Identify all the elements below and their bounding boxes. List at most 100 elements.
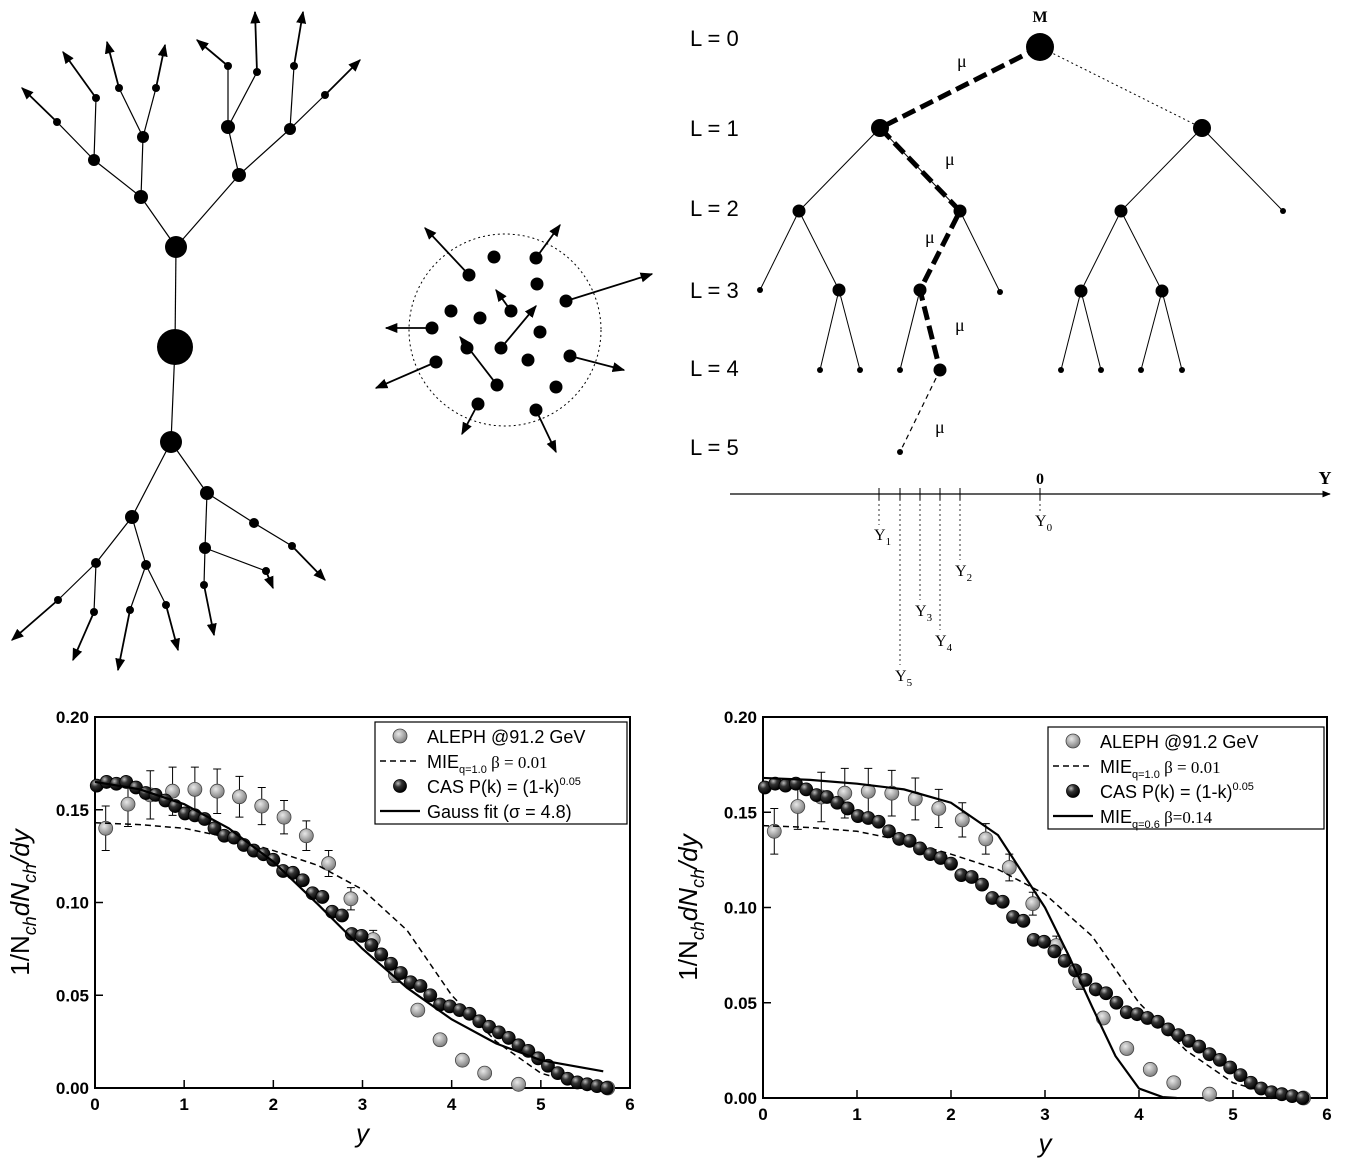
- data-point: [944, 856, 958, 871]
- curve: [762, 776, 1177, 1100]
- node: [88, 154, 100, 166]
- edge-label: μ: [935, 417, 945, 437]
- data-point: [1099, 986, 1113, 1001]
- legend-swatch: [1066, 784, 1080, 798]
- boundary: [408, 233, 602, 427]
- node: [897, 449, 903, 455]
- y-tick-label: 0.05: [56, 986, 89, 1005]
- arrow: [11, 599, 59, 641]
- node: [134, 190, 148, 204]
- data-point: [432, 1032, 448, 1048]
- data-point: [232, 789, 247, 805]
- node: [460, 341, 474, 355]
- legend-label: MIEq=1.0 β = 0.01: [427, 752, 548, 776]
- edge: [289, 65, 295, 130]
- edge: [1120, 210, 1163, 292]
- node: [487, 250, 501, 264]
- x-tick-label: 3: [358, 1095, 367, 1114]
- legend-name: CAS P(k) = (1-k): [1100, 782, 1233, 802]
- edge: [759, 210, 800, 291]
- node: [253, 68, 261, 76]
- node: [933, 363, 947, 377]
- node: [53, 118, 61, 126]
- edge: [238, 128, 291, 176]
- axis-zero: 0: [1036, 471, 1044, 488]
- data-point: [1233, 1068, 1248, 1083]
- node: [1074, 284, 1088, 298]
- legend-swatch: [393, 779, 407, 793]
- edge: [899, 369, 941, 453]
- node: [1193, 119, 1211, 137]
- node: [1098, 367, 1104, 373]
- legend-box: [1047, 726, 1325, 830]
- node: [429, 355, 443, 369]
- data-point: [790, 799, 806, 814]
- edge: [1080, 210, 1122, 292]
- node: [224, 62, 232, 70]
- data-point: [335, 908, 349, 923]
- data-point: [354, 928, 369, 943]
- data-point: [120, 796, 136, 812]
- node: [165, 236, 187, 258]
- y-label-part: 1/N: [5, 935, 35, 975]
- edge: [56, 121, 95, 161]
- data-point: [975, 877, 989, 892]
- node: [141, 560, 151, 570]
- data-point: [1119, 1041, 1135, 1056]
- x-tick-label: 2: [269, 1095, 278, 1114]
- legend-sup: 0.05: [560, 776, 581, 788]
- node: [249, 518, 259, 528]
- data-point: [209, 783, 225, 799]
- data-point: [511, 1076, 526, 1092]
- node: [1280, 208, 1286, 214]
- node: [997, 289, 1003, 295]
- edge: [1140, 290, 1163, 371]
- node: [91, 558, 101, 568]
- edge: [93, 159, 142, 198]
- level-label: L = 4: [690, 356, 739, 381]
- edge: [879, 127, 961, 212]
- data-point: [295, 873, 310, 888]
- data-point: [1016, 913, 1031, 928]
- node: [1155, 284, 1169, 298]
- legend-label: CAS P(k) = (1-k)0.05: [427, 776, 581, 797]
- mark-base: Y: [915, 603, 927, 620]
- edge: [1201, 127, 1284, 212]
- mark-base: Y: [935, 633, 947, 650]
- legend-name: ALEPH @91.2 GeV: [1100, 732, 1258, 752]
- data-point: [902, 833, 917, 848]
- edge: [227, 71, 258, 128]
- y-tick-label: 0.10: [56, 894, 89, 913]
- mark-label: Y3: [915, 603, 933, 624]
- arrow: [155, 43, 168, 89]
- legend-name: MIE: [427, 752, 459, 772]
- edge: [57, 562, 97, 601]
- node: [913, 283, 927, 297]
- y-tick-label: 0.15: [56, 801, 89, 820]
- node: [529, 251, 543, 265]
- x-tick-label: 5: [536, 1095, 545, 1114]
- x-tick-label: 4: [1134, 1105, 1144, 1124]
- data-point: [964, 870, 979, 884]
- node: [490, 378, 504, 392]
- data-point: [599, 1081, 614, 1095]
- mark-base: Y: [1035, 513, 1047, 530]
- node: [549, 380, 563, 394]
- cascade-path: [875, 44, 1042, 371]
- node: [817, 367, 823, 373]
- legend-rest: β=0.14: [1160, 808, 1213, 827]
- node: [757, 287, 763, 293]
- legend-name: MIE: [1100, 757, 1132, 777]
- y-axis-label: 1/NchdNch/dy: [5, 827, 40, 975]
- data-point: [1150, 1014, 1165, 1029]
- edge: [1120, 127, 1203, 212]
- arrow: [21, 87, 58, 123]
- data-point: [954, 812, 970, 828]
- node: [563, 349, 577, 363]
- x-tick-label: 6: [625, 1095, 634, 1114]
- edge: [959, 210, 1001, 293]
- node: [1026, 33, 1054, 61]
- y-label-part: dN: [5, 883, 35, 916]
- edge: [798, 127, 881, 212]
- node: [462, 268, 476, 282]
